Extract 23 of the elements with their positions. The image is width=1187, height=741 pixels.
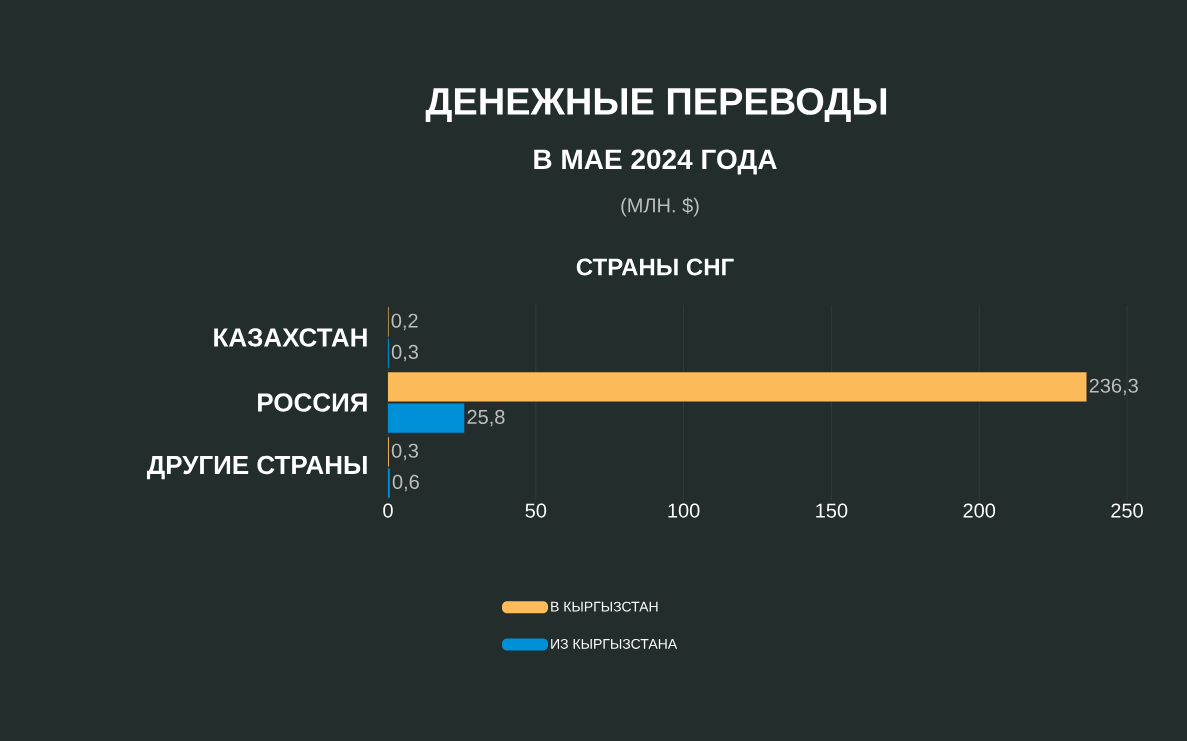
y-tick-label: ДРУГИЕ СТРАНЫ [146, 455, 367, 480]
legend-label: В КЫРГЫЗСТАН [551, 601, 658, 612]
x-tick-label: 100 [668, 503, 700, 518]
data-label: 25,8 [467, 409, 505, 427]
data-label: 0,3 [391, 443, 419, 461]
data-label: 0,2 [391, 313, 418, 331]
chart-title: ДЕНЕЖНЫЕ ПЕРЕВОДЫ [425, 87, 887, 123]
data-label: 236,3 [1089, 378, 1138, 396]
y-tick-label: РОССИЯ [258, 393, 367, 412]
text: СТРАНЫ СНГ [576, 258, 734, 276]
data-label: 0,6 [392, 474, 419, 492]
x-tick-label: 200 [963, 503, 996, 518]
x-tick-label: 150 [816, 503, 848, 518]
x-tick-label: 50 [525, 503, 547, 518]
x-tick-label: 250 [1111, 503, 1143, 518]
chart-subtitle: В МАЕ 2024 ГОДА [534, 149, 777, 175]
bar [388, 403, 465, 433]
x-tick-label: 0 [383, 503, 393, 518]
legend-label: ИЗ КЫРГЫЗСТАНА [551, 638, 678, 649]
y-tick-label: КАЗАХСТАН [214, 328, 367, 347]
text: (МЛН. $) [621, 197, 699, 217]
bar [388, 372, 1087, 402]
data-label: 0,3 [391, 344, 419, 362]
